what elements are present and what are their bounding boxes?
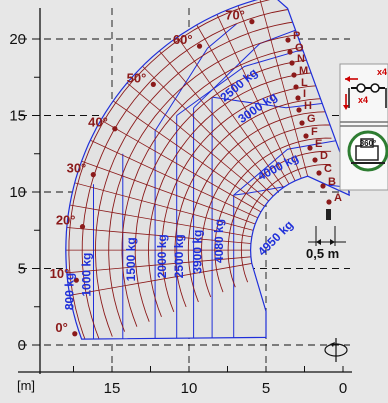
stabilizer-count: x4: [377, 67, 387, 77]
boom-position-dot: [296, 107, 301, 112]
boom-position-label: E: [315, 138, 322, 150]
boom-position-label: G: [307, 113, 316, 125]
offset-label: 0,5 m: [306, 246, 339, 261]
load-label: 4950 kg: [255, 218, 296, 259]
x-axis-label: [m]: [17, 378, 35, 393]
boom-position-label: F: [311, 126, 318, 138]
boom-position-dot: [307, 145, 312, 150]
load-label: 1000 kg: [79, 253, 93, 297]
x-tick-label: 15: [104, 380, 121, 397]
boom-position-dot: [303, 133, 308, 138]
rotation-label: 360°: [360, 139, 377, 148]
stabilizer-count: x4: [358, 95, 368, 105]
boom-position-dot: [312, 157, 317, 162]
x-tick-label: 10: [181, 380, 198, 397]
boom-position-label: O: [295, 42, 304, 54]
boom-position-dot: [285, 37, 290, 42]
angle-label: 60°: [173, 32, 193, 47]
boom-position-label: N: [297, 53, 305, 65]
load-label: 2000 kg: [155, 234, 169, 278]
boom-position-dot: [316, 170, 321, 175]
boom-position-label: L: [301, 77, 308, 89]
y-tick-label: 15: [9, 108, 26, 125]
angle-dot: [80, 224, 85, 229]
boom-position-dot: [326, 199, 331, 204]
boom-position-dot: [295, 95, 300, 100]
angle-dot: [112, 126, 117, 131]
x-tick-label: 0: [339, 380, 347, 397]
angle-label: 70°: [225, 8, 245, 23]
boom-position-label: I: [303, 88, 306, 100]
angle-dot: [197, 44, 202, 49]
angle-label: 40°: [88, 115, 108, 130]
y-tick-label: 0: [18, 337, 26, 354]
boom-position-label: P: [293, 30, 300, 42]
boom-position-dot: [293, 84, 298, 89]
load-label: 800 kg: [63, 273, 77, 310]
boom-position-dot: [289, 60, 294, 65]
boom-position-label: C: [324, 163, 332, 175]
boom-position-label: H: [304, 100, 312, 112]
boom-position-dot: [287, 49, 292, 54]
boom-position-label: D: [320, 150, 328, 162]
angle-dot: [91, 172, 96, 177]
icon-panel: x4 x4 360°: [340, 64, 388, 190]
boom-tip-icon: [326, 209, 331, 220]
boom-position-label: B: [328, 176, 336, 188]
boom-position-label: A: [334, 192, 342, 204]
load-label: 2500 kg: [172, 234, 186, 278]
y-tick-label: 20: [9, 31, 26, 48]
boom-position-dot: [299, 120, 304, 125]
angle-label: 30°: [67, 161, 87, 176]
y-tick-label: 5: [18, 261, 26, 278]
angle-dot: [72, 331, 77, 336]
boom-position-dot: [291, 72, 296, 77]
angle-label: 50°: [127, 70, 147, 85]
boom-position-dot: [320, 183, 325, 188]
offset-annotation: 0,5 m: [306, 209, 346, 261]
angle-dot: [249, 19, 254, 24]
boom-position-label: M: [299, 65, 308, 77]
angle-label: 20°: [56, 213, 76, 228]
angle-dot: [151, 82, 156, 87]
load-label: 1500 kg: [124, 237, 138, 281]
rotation-360-icon: 360°: [349, 132, 387, 170]
load-label: 4080 kg: [212, 219, 226, 263]
angle-label: 0°: [55, 320, 67, 335]
rotation-icon: [325, 338, 347, 362]
load-label: 3900 kg: [190, 230, 204, 274]
y-tick-label: 10: [9, 184, 26, 201]
x-tick-label: 5: [262, 380, 270, 397]
